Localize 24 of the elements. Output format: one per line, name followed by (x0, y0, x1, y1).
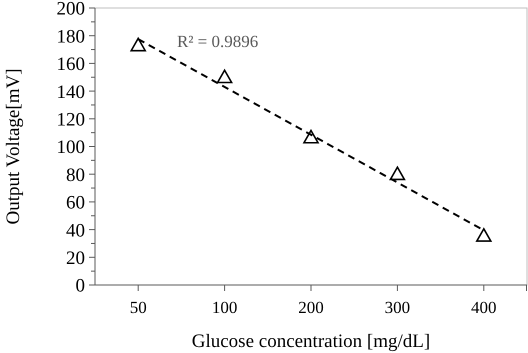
y-tick-label: 40 (66, 220, 85, 242)
y-axis-title: Output Voltage[mV] (3, 68, 24, 225)
x-tick-label: 200 (298, 298, 324, 317)
y-tick-label: 160 (56, 54, 85, 76)
point (390, 166, 406, 180)
point (303, 130, 319, 144)
y-tick-label: 0 (76, 276, 85, 297)
y-tick-label: 120 (56, 109, 85, 130)
point (476, 228, 492, 242)
y-tick-label: 60 (66, 192, 85, 214)
x-tick-label: 50 (130, 298, 147, 317)
y-tick-label: 100 (56, 137, 85, 158)
x-tick-label: 400 (471, 298, 497, 317)
point (216, 69, 232, 84)
y-tick-label: 180 (56, 26, 85, 48)
x-tick-label: 100 (212, 298, 238, 317)
y-tick-label: 80 (66, 164, 85, 186)
y-tick-label: 140 (56, 82, 85, 103)
annotation: R² = 0.9896 (177, 32, 258, 51)
point (130, 38, 146, 52)
y-tick-label: 200 (56, 0, 85, 20)
y-tick-label: 20 (66, 248, 85, 269)
x-tick-label: 300 (384, 298, 410, 317)
x-axis-title: Glucose concentration [mg/dL] (192, 331, 430, 352)
